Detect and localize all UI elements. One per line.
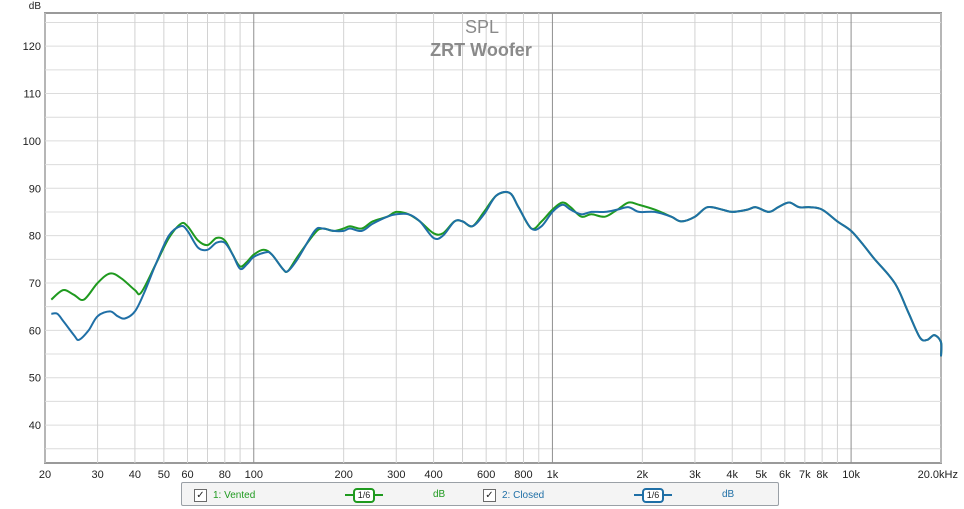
closed-checkbox[interactable]: ✓ [483, 488, 496, 502]
x-tick-label: 100 [245, 469, 263, 480]
x-tick-labels: 20 30 40 50 60 80 100 200 300 400 600 800 1k 2k 3k 4k 5k… [39, 469, 958, 480]
legend-item-closed[interactable]: ✓ 2: Closed [483, 487, 544, 503]
x-tick-label: 80 [219, 469, 231, 480]
vented-smoothing: 1/6 [353, 487, 375, 503]
plot-area [44, 12, 942, 464]
x-tick-label: 50 [158, 469, 170, 480]
vented-label: 1: Vented [213, 489, 256, 501]
x-tick-label: 800 [514, 469, 532, 480]
x-tick-label: 5k [755, 469, 767, 480]
x-tick-label: 10k [842, 469, 860, 480]
x-tick-label: 20.0kHz [918, 469, 958, 480]
vented-unit: dB [433, 489, 446, 500]
x-tick-label: 1k [547, 469, 559, 480]
y-tick-label: 80 [29, 231, 41, 243]
vented-checkbox[interactable]: ✓ [194, 488, 207, 502]
y-tick-label: 70 [29, 278, 41, 290]
chart-subtitle: ZRT Woofer [430, 40, 532, 60]
closed-unit: dB [722, 489, 735, 500]
closed-label: 2: Closed [502, 489, 545, 501]
x-tick-label: 2k [637, 469, 649, 480]
y-tick-label: 120 [23, 41, 41, 53]
y-tick-labels: 40 50 60 70 80 90 100 110 120 [23, 41, 41, 432]
closed-smoothing-swatch[interactable]: 1/6 [634, 487, 672, 503]
legend-item-vented[interactable]: ✓ 1: Vented [194, 487, 255, 503]
y-tick-label: 50 [29, 373, 41, 385]
x-tick-label: 20 [39, 469, 51, 480]
legend-bar: ✓ 1: Vented 1/6 dB ✓ 2: Closed 1/6 dB [181, 482, 779, 506]
x-tick-label: 200 [334, 469, 352, 480]
vented-line-icon [345, 494, 353, 496]
x-tick-label: 600 [477, 469, 495, 480]
spl-chart: 40 50 60 70 80 90 100 110 120 20 30 40 50 60 80 100 200… [22, 1, 958, 480]
vented-smoothing-swatch[interactable]: 1/6 [345, 487, 383, 503]
grid-lines [44, 13, 942, 463]
y-tick-label: 40 [29, 420, 41, 432]
closed-smoothing: 1/6 [642, 487, 664, 503]
y-tick-label: 90 [29, 183, 41, 195]
x-tick-label: 4k [726, 469, 738, 480]
x-tick-label: 60 [181, 469, 193, 480]
closed-line-icon [634, 494, 642, 496]
y-tick-label: 60 [29, 325, 41, 337]
y-tick-label: 100 [23, 136, 41, 148]
chart-title: SPL [465, 17, 499, 37]
x-tick-label: 7k [799, 469, 811, 480]
x-tick-label: 8k [816, 469, 828, 480]
x-tick-label: 300 [387, 469, 405, 480]
vented-line-icon-right [375, 494, 383, 496]
x-tick-label: 6k [779, 469, 791, 480]
x-tick-label: 30 [91, 469, 103, 480]
series-line-2 [51, 190, 943, 357]
y-tick-label: 110 [23, 89, 41, 101]
series-lines [50, 190, 943, 357]
x-tick-label: 400 [424, 469, 442, 480]
y-axis-label: dB [29, 1, 42, 12]
x-tick-label: 3k [689, 469, 701, 480]
closed-line-icon-right [664, 494, 672, 496]
x-tick-label: 40 [129, 469, 141, 480]
